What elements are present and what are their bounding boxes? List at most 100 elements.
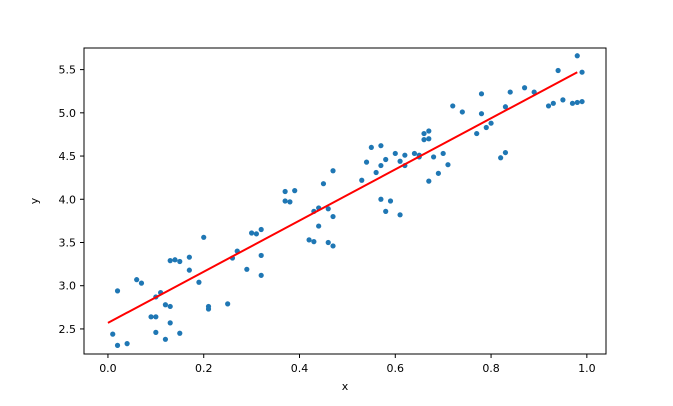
data-point-25: [225, 301, 231, 307]
y-tick-label: 2.5: [59, 323, 77, 336]
data-point-48: [330, 243, 336, 249]
data-point-3: [124, 341, 130, 347]
data-point-6: [148, 314, 154, 320]
data-point-28: [244, 266, 250, 272]
data-point-94: [574, 99, 580, 106]
data-point-17: [177, 258, 183, 265]
data-point-90: [550, 100, 556, 106]
data-point-92: [560, 97, 566, 103]
data-point-68: [421, 137, 427, 143]
data-point-4: [134, 277, 140, 283]
data-point-40: [311, 239, 317, 245]
data-point-24: [205, 306, 212, 312]
data-point-12: [162, 336, 169, 342]
data-point-30: [253, 231, 260, 237]
data-point-2: [114, 288, 121, 294]
data-point-78: [474, 130, 480, 137]
data-point-96: [579, 98, 585, 105]
y-tick-label: 4.5: [59, 150, 77, 163]
data-point-49: [359, 177, 365, 183]
data-point-93: [569, 100, 576, 106]
data-point-0: [110, 331, 116, 337]
x-axis-label: x: [342, 380, 349, 393]
x-axis-ticks: 0.0 0.2 0.4 0.6 0.8 1.0: [99, 354, 596, 375]
data-point-11: [162, 302, 169, 308]
x-tick-label: 0.4: [291, 362, 309, 375]
data-point-52: [373, 169, 379, 176]
data-point-73: [435, 170, 441, 176]
plot-frame: [83, 47, 607, 355]
data-point-9: [153, 329, 159, 335]
y-tick-label: 5.0: [59, 107, 77, 120]
data-point-51: [368, 144, 374, 151]
data-point-7: [153, 314, 159, 320]
data-point-84: [502, 149, 509, 156]
data-point-80: [478, 111, 485, 117]
data-point-56: [383, 156, 389, 163]
data-point-88: [531, 89, 537, 95]
data-point-21: [196, 279, 202, 285]
data-point-97: [579, 69, 585, 75]
data-point-32: [258, 252, 264, 259]
y-tick-label: 3.0: [59, 280, 77, 293]
data-point-19: [186, 267, 192, 273]
data-point-83: [498, 155, 504, 161]
data-point-59: [392, 150, 398, 157]
data-point-50: [363, 159, 370, 165]
data-point-53: [378, 143, 384, 149]
data-point-36: [287, 199, 293, 205]
data-point-22: [201, 234, 207, 240]
y-tick-label: 4.0: [59, 193, 77, 206]
data-point-95: [574, 53, 580, 59]
y-tick-label: 3.5: [59, 236, 77, 249]
data-point-44: [325, 206, 331, 212]
data-point-16: [172, 257, 178, 263]
data-point-20: [186, 254, 192, 260]
data-point-87: [521, 85, 528, 91]
data-point-81: [483, 124, 489, 131]
data-point-37: [292, 188, 298, 194]
data-point-67: [421, 130, 427, 137]
data-point-75: [445, 162, 451, 168]
data-point-79: [478, 91, 485, 97]
data-point-43: [320, 181, 327, 187]
x-tick-label: 1.0: [578, 362, 596, 375]
data-point-46: [330, 168, 336, 174]
data-point-77: [459, 109, 465, 115]
data-point-57: [383, 208, 389, 214]
data-point-42: [316, 223, 322, 229]
data-point-33: [258, 272, 264, 278]
data-point-61: [397, 158, 403, 164]
data-point-62: [402, 152, 408, 158]
data-point-85: [502, 104, 509, 110]
data-point-13: [167, 303, 173, 310]
x-tick-label: 0.0: [99, 362, 117, 375]
data-point-5: [138, 280, 145, 286]
data-point-60: [397, 212, 403, 218]
data-point-74: [440, 150, 446, 157]
data-point-15: [167, 320, 173, 326]
y-axis-ticks: 2.5 3.0 3.5 4.0 4.5 5.0 5.5: [59, 64, 84, 336]
data-point-76: [450, 103, 456, 109]
scatter-points: [110, 53, 585, 348]
x-tick-label: 0.2: [195, 362, 213, 375]
data-point-18: [177, 330, 183, 336]
fit-line-layer: [107, 71, 578, 324]
data-point-86: [507, 89, 513, 95]
data-point-38: [306, 237, 312, 243]
data-point-34: [282, 198, 288, 204]
data-point-69: [426, 178, 432, 184]
data-point-55: [378, 196, 384, 202]
data-point-47: [330, 213, 336, 220]
data-point-14: [167, 258, 173, 264]
fit-line: [107, 71, 578, 324]
data-point-91: [555, 67, 561, 74]
data-point-1: [114, 342, 121, 348]
y-axis-label: y: [28, 197, 41, 204]
data-point-31: [258, 226, 264, 233]
data-point-89: [545, 103, 552, 109]
data-point-35: [282, 188, 288, 195]
data-point-71: [426, 136, 432, 142]
x-tick-label: 0.6: [387, 362, 405, 375]
